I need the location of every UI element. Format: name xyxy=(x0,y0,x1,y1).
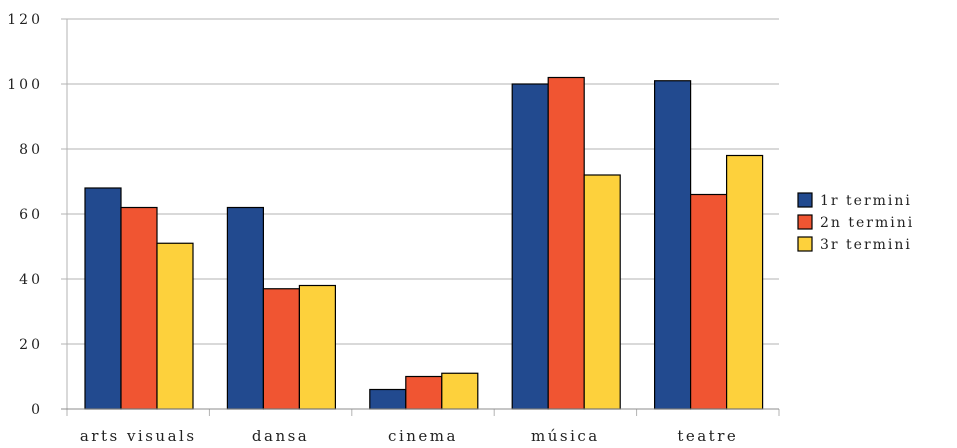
legend-label: 1r termini xyxy=(820,193,912,209)
x-category-label: teatre xyxy=(677,427,738,445)
bars xyxy=(84,76,764,410)
axes: 0 20 40 60 80 100 120 arts visuals dansa cinema mú… xyxy=(7,12,780,445)
bar-2-4 xyxy=(689,193,728,410)
y-tick-label: 20 xyxy=(19,337,43,353)
legend-label: 3r termini xyxy=(820,237,912,253)
y-tick-label: 40 xyxy=(19,272,43,288)
legend: 1r termini 2n termini 3r termini xyxy=(797,192,914,253)
bar-3-3 xyxy=(583,174,621,410)
bar-3-2 xyxy=(441,372,479,410)
x-category-label: cinema xyxy=(388,427,458,445)
y-tick-label: 100 xyxy=(7,77,43,93)
bar-2-3 xyxy=(547,76,585,410)
legend-label: 2n termini xyxy=(820,215,914,231)
x-category-label: arts visuals xyxy=(80,427,197,445)
legend-swatch xyxy=(797,236,813,252)
bar-1-4 xyxy=(653,80,692,410)
bar-1-2 xyxy=(369,388,407,410)
y-tick-label: 60 xyxy=(19,207,43,223)
legend-swatch xyxy=(797,192,813,208)
bar-2-1 xyxy=(262,288,300,410)
bar-3-1 xyxy=(298,284,336,410)
y-tick-label: 0 xyxy=(31,402,43,418)
bar-3-0 xyxy=(156,242,194,410)
x-category-label: música xyxy=(531,427,600,445)
legend-swatch xyxy=(797,214,813,230)
bar-2-0 xyxy=(120,206,158,410)
bar-1-0 xyxy=(84,187,122,410)
bar-1-3 xyxy=(511,83,549,410)
y-tick-label: 120 xyxy=(7,12,43,28)
bar-2-2 xyxy=(405,375,443,410)
bar-3-4 xyxy=(725,154,764,410)
x-category-label: dansa xyxy=(252,427,309,445)
y-tick-label: 80 xyxy=(19,142,43,158)
bar-1-1 xyxy=(226,206,264,410)
